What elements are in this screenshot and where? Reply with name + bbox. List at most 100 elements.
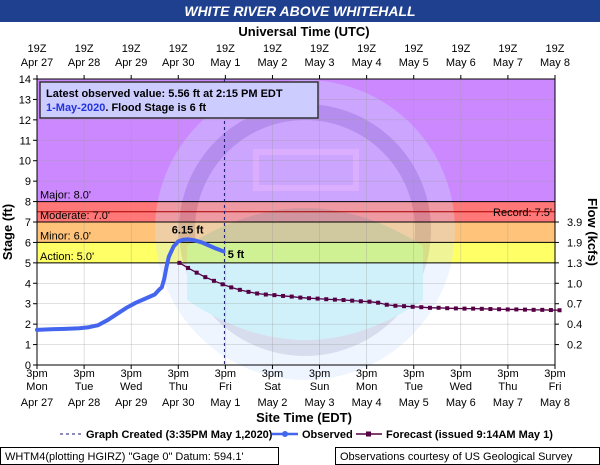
forecast-point (376, 300, 381, 305)
bottom-tick-time: 3pm (73, 368, 94, 380)
band-label-moderate: Moderate: 7.0' (40, 210, 110, 222)
forecast-point (229, 285, 234, 290)
observed-point (171, 244, 176, 249)
top-axis-title: Universal Time (UTC) (238, 24, 369, 39)
top-tick-time: 19Z (546, 43, 565, 55)
top-tick-time: 19Z (75, 43, 94, 55)
footer: WHTM4(plotting HGIRZ) "Gage 0" Datum: 59… (0, 447, 600, 465)
bottom-tick-time: 3pm (168, 368, 189, 380)
left-tick-label: 5 (25, 258, 31, 270)
top-tick-time: 19Z (310, 43, 329, 55)
forecast-point (497, 307, 502, 312)
forecast-point (505, 307, 510, 312)
grid-lines (37, 79, 555, 365)
forecast-point (445, 306, 450, 311)
left-tick-label: 2 (25, 319, 31, 331)
observed-point (124, 306, 129, 310)
top-tick-date: May 6 (446, 57, 476, 69)
forecast-point (246, 289, 251, 294)
observed-point (221, 249, 226, 254)
observed-point (106, 318, 110, 322)
left-tick-label: 11 (20, 135, 31, 147)
flood-category-labels: Major: 8.0' Moderate: 7.0' Minor: 6.0' Acti… (40, 190, 552, 263)
observed-point (160, 285, 164, 289)
bottom-tick-date: Apr 28 (68, 397, 100, 409)
left-tick-label: 0 (25, 360, 31, 372)
bottom-tick-day: Mon (356, 381, 377, 393)
observed-series (35, 237, 226, 332)
bottom-tick-date: May 5 (399, 397, 429, 409)
legend-observed-label: Observed (302, 429, 353, 441)
forecast-point (427, 305, 432, 310)
left-tick-label: 14 (19, 74, 31, 86)
forecast-point (367, 299, 372, 304)
top-tick-date: Apr 28 (68, 57, 100, 69)
info-box: Latest observed value: 5.56 ft at 2:15 P… (39, 81, 319, 119)
forecast-point (540, 307, 545, 312)
bottom-tick-date: May 7 (493, 397, 523, 409)
observed-point (181, 238, 185, 242)
left-tick-label: 1 (25, 340, 31, 352)
left-tick-label: 4 (25, 278, 31, 290)
forecast-point (263, 292, 268, 297)
forecast-point (272, 293, 277, 298)
forecast-point (436, 305, 441, 310)
info-flood-stage: . Flood Stage is 6 ft (105, 102, 206, 114)
peak-label: 6.15 ft (172, 224, 204, 236)
top-axis-ticks: 19Z Apr 27 19Z Apr 28 19Z Apr 29 19Z Apr 30 19Z M… (21, 43, 570, 79)
bottom-tick-day: Wed (450, 381, 472, 393)
record-label: Record: 7.5' (493, 207, 552, 219)
observed-point (134, 301, 138, 305)
observed-point (214, 246, 218, 251)
top-tick-date: Apr 27 (21, 57, 53, 69)
top-tick-date: Apr 30 (162, 57, 194, 69)
forecast-point (531, 307, 536, 312)
top-tick-time: 19Z (498, 43, 517, 55)
chart-title: WHITE RIVER ABOVE WHITEHALL (0, 0, 600, 22)
left-tick-label: 3 (25, 299, 31, 311)
forecast-point (522, 307, 527, 312)
left-tick-label: 8 (25, 197, 31, 209)
observed-point (153, 292, 157, 297)
observed-point (164, 265, 169, 269)
band-label-major: Major: 8.0' (40, 190, 91, 202)
bottom-tick-time: 3pm (403, 368, 424, 380)
legend-created-label: Graph Created (3:35PM May 1,2020) (86, 429, 273, 441)
observed-point (176, 239, 180, 244)
bottom-tick-time: 3pm (497, 368, 518, 380)
left-tick-label: 7 (25, 217, 31, 229)
observed-point (162, 277, 166, 281)
forecast-point (237, 287, 242, 292)
left-tick-label: 9 (25, 176, 31, 188)
bottom-tick-time: 3pm (262, 368, 283, 380)
forecast-point (488, 307, 493, 312)
bottom-tick-time: 3pm (544, 368, 565, 380)
bottom-tick-date: May 1 (210, 397, 240, 409)
forecast-point (471, 306, 476, 311)
legend-forecast-marker (366, 431, 371, 437)
right-tick-label: 1.3 (567, 258, 582, 270)
forecast-point (332, 297, 337, 302)
forecast-point (281, 293, 286, 298)
band-action (37, 242, 555, 263)
top-tick-date: Apr 29 (115, 57, 147, 69)
top-tick-time: 19Z (122, 43, 141, 55)
bottom-tick-date: May 6 (446, 397, 476, 409)
observed-point (63, 327, 67, 331)
observed-point (157, 287, 162, 292)
legend: Graph Created (3:35PM May 1,2020) Observ… (60, 429, 553, 441)
bottom-axis-title: Site Time (EDT) (256, 410, 352, 425)
observed-point (35, 328, 39, 332)
legend-observed-marker (282, 431, 288, 437)
right-tick-label: 3.9 (567, 217, 582, 229)
observed-point (96, 323, 100, 327)
forecast-point (384, 302, 389, 307)
bottom-tick-day: Tue (404, 381, 423, 393)
band-label-action: Action: 5.0' (40, 251, 94, 263)
top-tick-time: 19Z (216, 43, 235, 55)
forecast-point (186, 265, 191, 270)
top-tick-date: May 7 (493, 57, 523, 69)
